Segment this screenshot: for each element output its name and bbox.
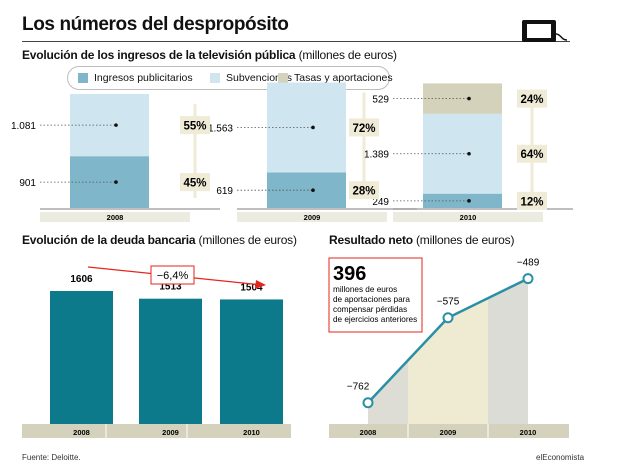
deuda-value-2008: 1606 xyxy=(70,274,93,285)
leader-dot-2009-1 xyxy=(311,125,315,130)
legend-item-publicidad: Ingresos publicitarios xyxy=(78,72,193,84)
deuda-year-2010: 2010 xyxy=(243,428,260,437)
deuda-year-2009: 2009 xyxy=(162,428,179,437)
year-label-2009: 2009 xyxy=(304,213,321,222)
deuda-change-label: −6,4% xyxy=(157,270,189,282)
deuda-year-2008: 2008 xyxy=(73,428,90,437)
share-box-2009-1 xyxy=(349,118,379,137)
share-label-2008-1: 55% xyxy=(183,121,206,133)
share-label-2008-0: 45% xyxy=(183,178,206,190)
value-label-2008-0: 901 xyxy=(19,178,36,189)
deuda-unit: (millones de euros) xyxy=(198,233,297,247)
neto-point-2009 xyxy=(442,312,454,324)
deuda-axis-band xyxy=(22,424,291,438)
leader-dot-2008-1 xyxy=(114,123,118,127)
deuda-bar-2009 xyxy=(139,298,202,424)
neto-area-2009-band xyxy=(448,298,488,424)
year-band-2009 xyxy=(237,212,387,222)
value-label-2010-1: 1.389 xyxy=(364,150,389,161)
neto-area-2008-band xyxy=(368,360,408,424)
neto-axis-band xyxy=(329,424,569,438)
title-divider xyxy=(22,41,570,42)
neto-title-text: Resultado neto xyxy=(329,233,413,247)
share-box-2008-1 xyxy=(180,116,210,135)
tv-icon xyxy=(522,20,568,42)
neto-point-2008 xyxy=(362,397,374,409)
value-label-2010-0: 249 xyxy=(372,197,389,208)
deuda-title-text: Evolución de la deuda bancaria xyxy=(22,233,196,247)
ingresos-unit: (millones de euros) xyxy=(298,48,397,62)
neto-callout-text-line: de ejercicios anteriores xyxy=(333,315,417,324)
deuda-bar-2010 xyxy=(220,299,283,424)
share-box-2010-1 xyxy=(517,144,547,163)
deuda-value-2009: 1513 xyxy=(159,282,182,293)
year-label-2010: 2010 xyxy=(460,213,477,222)
deuda-change-box xyxy=(150,265,195,285)
legend-label-tasas: Tasas y aportaciones xyxy=(294,72,393,84)
neto-year-2010: 2010 xyxy=(520,428,537,437)
footer-brand: elEconomista xyxy=(536,453,585,462)
page-title: Los números del despropósito xyxy=(22,14,289,35)
leader-dot-2010-2 xyxy=(467,96,471,101)
year-label-2008: 2008 xyxy=(107,213,124,222)
neto-unit: (millones de euros) xyxy=(416,233,515,247)
leader-dot-2008-0 xyxy=(114,180,118,184)
ingresos-title: Evolución de los ingresos de la televisi… xyxy=(22,48,397,62)
neto-callout-text-line: millones de euros xyxy=(333,285,397,294)
share-label-2010-0: 12% xyxy=(520,196,543,208)
leader-dot-2010-0 xyxy=(467,199,471,203)
share-label-2010-2: 24% xyxy=(520,94,543,106)
ingresos-title-text: Evolución de los ingresos de la televisi… xyxy=(22,48,296,62)
deuda-trend-arrowhead xyxy=(255,280,266,289)
year-band-2008 xyxy=(40,212,190,222)
bar-2010-segment-0 xyxy=(423,193,502,208)
neto-point-2010 xyxy=(522,273,534,285)
neto-year-2008: 2008 xyxy=(360,428,377,437)
neto-value-2008: −762 xyxy=(347,382,370,393)
neto-title: Resultado neto (millones de euros) xyxy=(329,233,514,247)
year-band-2010 xyxy=(393,212,543,222)
share-label-2010-1: 64% xyxy=(520,149,543,161)
value-label-2010-2: 529 xyxy=(372,95,389,106)
value-label-2008-1: 1.081 xyxy=(11,121,36,132)
share-label-2009-0: 28% xyxy=(352,186,375,198)
deuda-value-2010: 1504 xyxy=(240,282,263,293)
neto-callout-number: 396 xyxy=(333,263,366,285)
share-label-2009-1: 72% xyxy=(352,123,375,135)
leader-dot-2009-0 xyxy=(311,188,315,193)
footer-source: Fuente: Deloitte. xyxy=(22,453,81,462)
legend-label-publicidad: Ingresos publicitarios xyxy=(94,72,193,84)
deuda-bar-2008 xyxy=(50,291,113,424)
neto-value-2010: −489 xyxy=(517,258,540,269)
share-box-2008-0 xyxy=(180,173,210,192)
legend-swatch-subvenciones xyxy=(210,73,220,83)
legend-item-subvenciones: Subvenciones xyxy=(210,72,292,84)
share-box-2010-0 xyxy=(517,191,547,210)
neto-callout-text-line: de aportaciones para xyxy=(333,295,410,304)
legend-swatch-tasas xyxy=(278,73,288,83)
legend-swatch-publicidad xyxy=(78,73,88,83)
value-label-2009-1: 1.563 xyxy=(208,123,233,134)
neto-callout-text-line: compensar pérdidas xyxy=(333,305,407,314)
share-box-2009-0 xyxy=(349,181,379,200)
neto-callout-box xyxy=(328,257,423,333)
legend-label-subvenciones: Subvenciones xyxy=(226,72,292,84)
share-box-2010-2 xyxy=(517,89,547,108)
value-label-2009-0: 619 xyxy=(216,186,233,197)
neto-year-2009: 2009 xyxy=(440,428,457,437)
deuda-title: Evolución de la deuda bancaria (millones… xyxy=(22,233,297,247)
neto-value-2009: −575 xyxy=(437,297,460,308)
leader-dot-2010-1 xyxy=(467,151,471,156)
legend-item-tasas: Tasas y aportaciones xyxy=(278,72,393,84)
